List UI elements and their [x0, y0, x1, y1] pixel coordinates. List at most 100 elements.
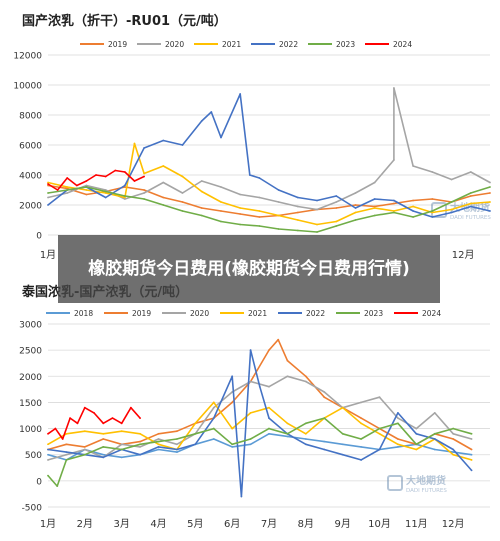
series-point-2020 — [123, 198, 126, 200]
series-point-2022 — [304, 443, 307, 446]
series-point-2020 — [452, 432, 455, 435]
series-point-2020 — [373, 181, 376, 184]
x-tick-label: 2月 — [77, 518, 93, 530]
x-tick-label: 5月 — [187, 518, 203, 530]
series-point-2021 — [354, 211, 357, 214]
series-point-2023 — [220, 220, 222, 223]
series-point-2018 — [304, 438, 307, 440]
series-point-2023 — [258, 225, 261, 227]
series-point-2024 — [66, 177, 69, 179]
series-point-2022 — [102, 456, 105, 459]
series-point-2020 — [469, 171, 472, 173]
y-tick-label: 500 — [25, 451, 42, 461]
headline-title: 橡胶期货今日费用(橡胶期货今日费用行情) — [88, 259, 410, 279]
y-tick-label: 12000 — [13, 52, 42, 62]
series-point-2023 — [47, 474, 49, 477]
series-point-2021 — [220, 201, 222, 203]
series-point-2021 — [200, 190, 203, 193]
series-point-2021 — [316, 223, 318, 226]
series-point-2020 — [393, 87, 395, 89]
series-point-2024 — [123, 171, 126, 173]
series-point-2023 — [268, 427, 270, 430]
watermark-subtext: DADI FUTURES — [450, 215, 491, 221]
series-point-2022 — [341, 453, 344, 456]
series-point-2022 — [258, 385, 261, 388]
series-point-2021 — [341, 406, 344, 409]
series-point-2020 — [323, 391, 326, 393]
series-point-2022 — [104, 196, 107, 199]
series-point-2020 — [239, 193, 242, 196]
series-point-2022 — [397, 411, 399, 414]
series-point-2019 — [220, 210, 222, 212]
series-point-2023 — [139, 443, 141, 446]
legend-label-2023: 2023 — [336, 40, 355, 49]
series-point-2023 — [162, 204, 165, 206]
series-point-2022 — [431, 216, 434, 218]
legend-label-2020: 2020 — [165, 40, 184, 49]
series-point-2022 — [157, 445, 160, 448]
series-point-2022 — [470, 469, 473, 472]
series-point-2020 — [431, 171, 434, 173]
series-point-2023 — [56, 485, 59, 487]
series-point-2019 — [470, 448, 473, 451]
series-point-2022 — [65, 451, 68, 453]
series-point-2023 — [286, 432, 289, 435]
series-point-2022 — [489, 210, 491, 212]
series-point-2018 — [286, 435, 289, 438]
series-point-2021 — [277, 214, 280, 217]
series-point-2023 — [120, 448, 123, 451]
x-tick-label: 8月 — [298, 518, 314, 530]
series-point-2022 — [176, 448, 178, 451]
series-point-2023 — [47, 192, 49, 194]
series-point-2023 — [373, 214, 376, 217]
series-point-2020 — [162, 181, 165, 184]
series-point-2022 — [335, 195, 338, 197]
series-point-2021 — [469, 202, 472, 205]
chart-rubber-ru01: 国产浓乳（折干）-RU01（元/吨） 2019 2020 2021 2022 2023 20… — [0, 0, 500, 268]
series-point-2021 — [194, 422, 197, 425]
series-point-2022 — [162, 139, 165, 142]
legend-label-2018: 2018 — [74, 309, 93, 318]
series-point-2023 — [415, 443, 418, 446]
series-point-2019 — [181, 201, 184, 203]
series-point-2021 — [373, 207, 376, 209]
series-point-2020 — [176, 443, 178, 446]
series-point-2021 — [249, 411, 252, 414]
series-point-2023 — [143, 198, 145, 200]
series-point-2019 — [139, 440, 141, 443]
series-point-2022 — [200, 120, 203, 122]
series-point-2023 — [102, 445, 105, 448]
series-point-2019 — [335, 207, 338, 209]
series-point-2019 — [323, 396, 326, 399]
series-point-2023 — [323, 417, 326, 420]
watermark-subtext: DADI FUTURES — [406, 488, 447, 494]
series-point-2021 — [162, 165, 165, 167]
series-point-2023 — [433, 432, 436, 435]
series-point-2019 — [412, 199, 415, 202]
series-point-2021 — [335, 220, 338, 223]
series-point-2018 — [157, 448, 160, 451]
series-point-2020 — [249, 380, 252, 383]
series-point-2022 — [210, 111, 213, 113]
series-point-2024 — [111, 417, 114, 420]
series-point-2021 — [489, 201, 491, 203]
series-point-2022 — [452, 448, 455, 451]
series-point-2019 — [83, 445, 86, 448]
series-point-2020 — [83, 448, 86, 451]
y-tick-label: 6000 — [19, 142, 42, 152]
series-point-2020 — [258, 196, 261, 199]
series-point-2022 — [143, 147, 145, 149]
series-point-2024 — [85, 180, 88, 182]
series-point-2023 — [470, 432, 473, 435]
series-point-2023 — [200, 214, 203, 217]
series-point-2023 — [65, 459, 68, 461]
series-point-2021 — [397, 443, 399, 446]
series-point-2024 — [54, 427, 57, 430]
series-point-2019 — [85, 193, 88, 196]
series-point-2020 — [393, 159, 395, 161]
series-point-2022 — [139, 453, 141, 456]
series-point-2022 — [194, 443, 197, 446]
series-point-2020 — [139, 445, 141, 448]
series-point-2023 — [304, 422, 307, 425]
series-point-2023 — [378, 427, 381, 430]
